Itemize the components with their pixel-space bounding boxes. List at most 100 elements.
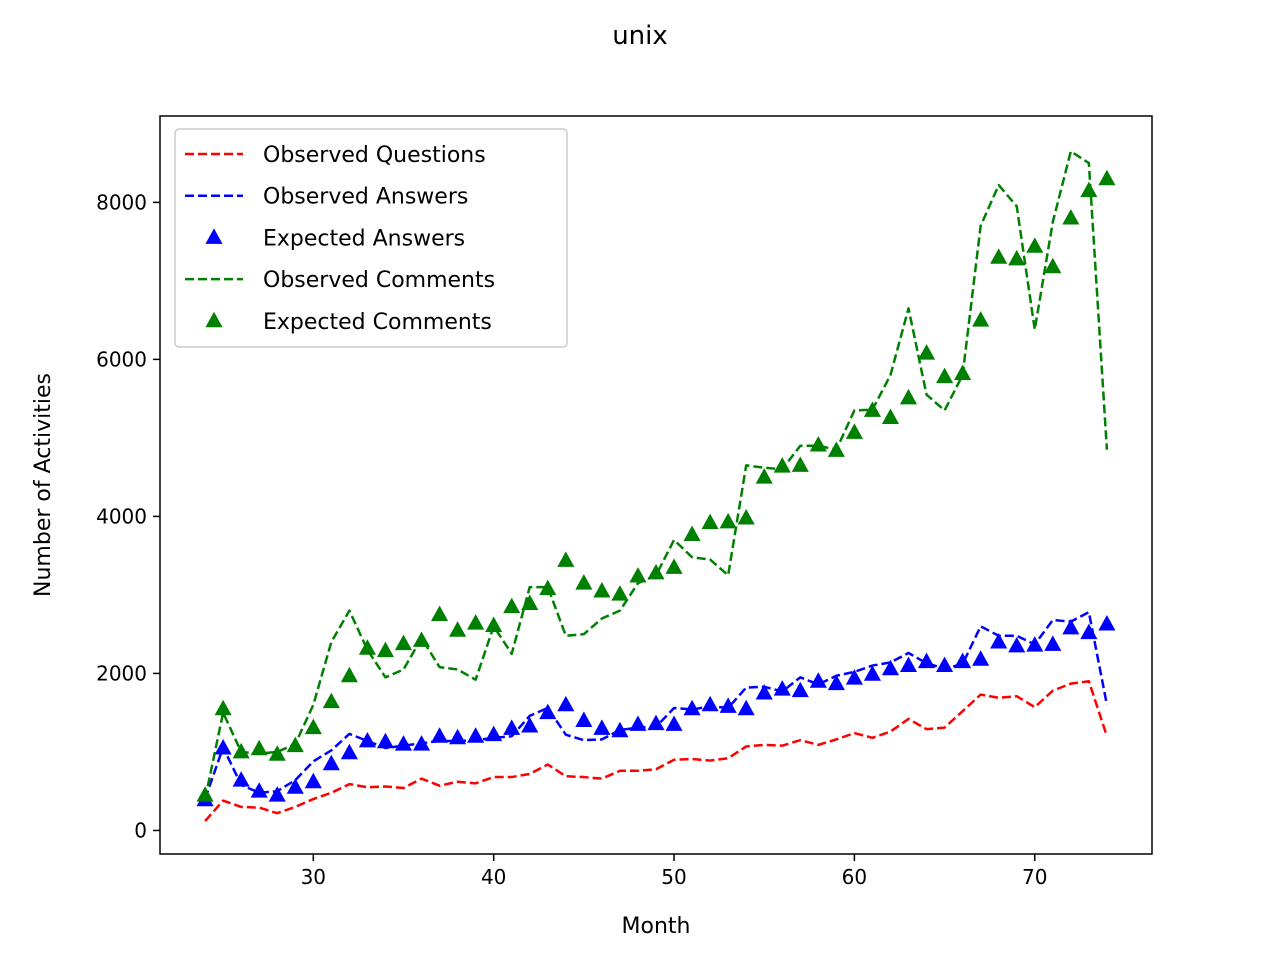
data-point xyxy=(899,656,918,673)
data-point xyxy=(485,725,503,742)
data-point xyxy=(845,423,863,439)
data-point xyxy=(340,743,358,760)
data-point xyxy=(485,616,503,633)
data-point xyxy=(737,508,755,525)
data-point xyxy=(611,721,629,738)
data-point xyxy=(719,697,737,713)
data-point xyxy=(990,248,1008,264)
series-line xyxy=(204,680,1109,822)
data-point xyxy=(449,728,467,745)
data-point xyxy=(1098,169,1116,186)
data-point xyxy=(899,388,918,405)
y-tick-label: 0 xyxy=(134,818,147,842)
data-point xyxy=(286,778,304,794)
data-point xyxy=(286,736,304,753)
y-tick-label: 6000 xyxy=(96,347,147,371)
data-point xyxy=(863,401,881,417)
data-point xyxy=(809,672,827,688)
x-axis: 30 40 50 60 70 xyxy=(301,854,1047,889)
data-point xyxy=(467,727,485,743)
data-point xyxy=(358,731,376,748)
legend-item-observed-questions: Observed Questions xyxy=(185,143,486,168)
data-point xyxy=(755,684,773,700)
data-point xyxy=(701,513,719,530)
legend-item-observed-comments: Observed Comments xyxy=(185,268,495,293)
legend-swatch xyxy=(205,228,223,244)
data-point xyxy=(268,745,286,761)
data-point xyxy=(827,441,845,457)
data-point xyxy=(575,574,593,590)
legend-label: Observed Answers xyxy=(263,185,468,210)
data-point xyxy=(863,665,881,681)
data-point xyxy=(322,754,340,771)
data-point xyxy=(737,699,755,716)
data-point xyxy=(394,735,413,751)
data-point xyxy=(881,659,900,676)
x-axis-label: Month xyxy=(622,914,691,939)
data-point xyxy=(791,681,809,698)
data-point xyxy=(1026,237,1044,253)
x-tick-label: 50 xyxy=(661,865,686,889)
data-point xyxy=(755,468,773,484)
data-point xyxy=(936,367,954,384)
data-point xyxy=(449,621,467,637)
legend-label: Observed Comments xyxy=(263,268,495,293)
data-point xyxy=(1080,181,1098,198)
data-point xyxy=(972,311,990,327)
x-tick-label: 30 xyxy=(301,865,326,889)
data-point xyxy=(773,680,791,696)
data-point xyxy=(647,563,665,580)
legend: Observed Questions Observed Answers Expect… xyxy=(174,128,568,348)
data-point xyxy=(647,714,665,731)
data-point xyxy=(773,457,791,473)
data-point xyxy=(431,605,449,622)
legend-frame xyxy=(174,128,568,348)
data-point xyxy=(539,579,557,596)
data-point xyxy=(250,782,268,798)
plot-frame xyxy=(159,115,1153,855)
series-line xyxy=(203,610,1109,800)
data-point xyxy=(503,597,521,614)
series-expected-comments xyxy=(196,169,1116,802)
data-point xyxy=(954,364,972,380)
data-point xyxy=(881,408,900,424)
data-point xyxy=(683,525,701,541)
data-point xyxy=(809,435,827,452)
data-point xyxy=(683,699,701,716)
data-point xyxy=(719,512,737,529)
data-point xyxy=(1080,623,1098,640)
legend-swatch xyxy=(205,311,223,328)
data-point xyxy=(701,695,719,712)
data-point xyxy=(394,634,413,651)
data-point xyxy=(412,631,431,647)
data-point xyxy=(376,732,395,749)
data-point xyxy=(322,692,340,709)
data-point xyxy=(521,594,539,611)
y-axis: 0 2000 4000 6000 8000 xyxy=(96,190,160,842)
data-point xyxy=(1062,209,1080,225)
legend-label: Expected Answers xyxy=(263,226,465,251)
data-point xyxy=(214,699,232,716)
data-point xyxy=(467,614,485,630)
data-point xyxy=(196,786,214,802)
data-point xyxy=(954,652,972,669)
data-point xyxy=(376,641,395,658)
data-point xyxy=(917,344,936,360)
x-tick-label: 40 xyxy=(481,865,506,889)
data-point xyxy=(431,727,449,743)
data-point xyxy=(340,666,358,683)
data-point xyxy=(1098,614,1116,631)
data-point xyxy=(593,581,611,598)
legend-label: Expected Comments xyxy=(263,310,492,335)
data-point xyxy=(972,650,990,666)
legend-label: Observed Questions xyxy=(263,143,486,168)
data-point xyxy=(250,739,268,756)
series-observed-questions xyxy=(204,680,1109,822)
data-point xyxy=(304,718,322,735)
y-tick-label: 4000 xyxy=(96,504,147,528)
data-point xyxy=(611,585,629,601)
data-point xyxy=(232,742,250,759)
series-expected-answers xyxy=(196,614,1116,807)
data-point xyxy=(629,715,647,731)
